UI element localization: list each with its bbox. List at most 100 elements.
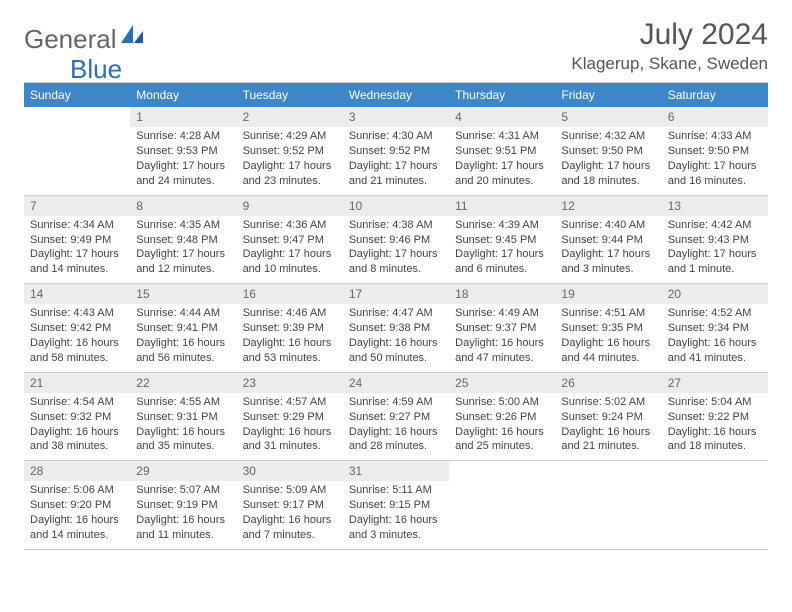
day-number: 13 <box>662 196 768 216</box>
sunrise-line: Sunrise: 4:35 AM <box>136 218 230 233</box>
day-body: Sunrise: 5:00 AMSunset: 9:26 PMDaylight:… <box>449 393 555 460</box>
day-number: 9 <box>237 196 343 216</box>
daylight-line: Daylight: 16 hours and 21 minutes. <box>561 425 655 455</box>
calendar-cell: 21Sunrise: 4:54 AMSunset: 9:32 PMDayligh… <box>24 373 130 462</box>
calendar-cell: 25Sunrise: 5:00 AMSunset: 9:26 PMDayligh… <box>449 373 555 462</box>
calendar-cell-empty <box>24 107 130 196</box>
sunset-line: Sunset: 9:52 PM <box>243 144 337 159</box>
daylight-line: Daylight: 16 hours and 7 minutes. <box>243 513 337 543</box>
sunset-line: Sunset: 9:19 PM <box>136 498 230 513</box>
calendar-cell: 6Sunrise: 4:33 AMSunset: 9:50 PMDaylight… <box>662 107 768 196</box>
sunset-line: Sunset: 9:29 PM <box>243 410 337 425</box>
sunrise-line: Sunrise: 4:38 AM <box>349 218 443 233</box>
sunrise-line: Sunrise: 5:07 AM <box>136 483 230 498</box>
sunrise-line: Sunrise: 4:59 AM <box>349 395 443 410</box>
day-number: 27 <box>662 373 768 393</box>
calendar-cell: 18Sunrise: 4:49 AMSunset: 9:37 PMDayligh… <box>449 284 555 373</box>
calendar-cell-empty <box>449 461 555 550</box>
daylight-line: Daylight: 17 hours and 10 minutes. <box>243 247 337 277</box>
calendar-cell: 26Sunrise: 5:02 AMSunset: 9:24 PMDayligh… <box>555 373 661 462</box>
sunset-line: Sunset: 9:50 PM <box>561 144 655 159</box>
sunset-line: Sunset: 9:32 PM <box>30 410 124 425</box>
day-body: Sunrise: 4:44 AMSunset: 9:41 PMDaylight:… <box>130 304 236 371</box>
day-number: 24 <box>343 373 449 393</box>
sunset-line: Sunset: 9:52 PM <box>349 144 443 159</box>
sunset-line: Sunset: 9:15 PM <box>349 498 443 513</box>
day-body: Sunrise: 4:36 AMSunset: 9:47 PMDaylight:… <box>237 216 343 283</box>
daylight-line: Daylight: 16 hours and 14 minutes. <box>30 513 124 543</box>
month-title: July 2024 <box>571 18 768 52</box>
day-body: Sunrise: 4:59 AMSunset: 9:27 PMDaylight:… <box>343 393 449 460</box>
day-body: Sunrise: 5:07 AMSunset: 9:19 PMDaylight:… <box>130 481 236 548</box>
day-body: Sunrise: 4:32 AMSunset: 9:50 PMDaylight:… <box>555 127 661 194</box>
sunrise-line: Sunrise: 5:09 AM <box>243 483 337 498</box>
day-body: Sunrise: 4:40 AMSunset: 9:44 PMDaylight:… <box>555 216 661 283</box>
calendar-cell: 3Sunrise: 4:30 AMSunset: 9:52 PMDaylight… <box>343 107 449 196</box>
day-body: Sunrise: 4:30 AMSunset: 9:52 PMDaylight:… <box>343 127 449 194</box>
calendar-cell: 29Sunrise: 5:07 AMSunset: 9:19 PMDayligh… <box>130 461 236 550</box>
calendar-cell: 2Sunrise: 4:29 AMSunset: 9:52 PMDaylight… <box>237 107 343 196</box>
day-number: 12 <box>555 196 661 216</box>
sunrise-line: Sunrise: 5:00 AM <box>455 395 549 410</box>
day-body: Sunrise: 4:55 AMSunset: 9:31 PMDaylight:… <box>130 393 236 460</box>
daylight-line: Daylight: 17 hours and 8 minutes. <box>349 247 443 277</box>
header-row: General July 2024 Klagerup, Skane, Swede… <box>24 18 768 74</box>
day-number: 22 <box>130 373 236 393</box>
day-header: Wednesday <box>343 83 449 107</box>
day-body: Sunrise: 5:02 AMSunset: 9:24 PMDaylight:… <box>555 393 661 460</box>
daylight-line: Daylight: 16 hours and 53 minutes. <box>243 336 337 366</box>
day-header: Monday <box>130 83 236 107</box>
brand-sail-icon <box>119 23 145 50</box>
calendar-cell: 7 Sunrise: 4:34 AMSunset: 9:49 PMDaylight… <box>24 196 130 285</box>
day-body: Sunrise: 4:54 AMSunset: 9:32 PMDaylight:… <box>24 393 130 460</box>
daylight-line: Daylight: 17 hours and 1 minute. <box>668 247 762 277</box>
day-header: Tuesday <box>237 83 343 107</box>
daylight-line: Daylight: 17 hours and 14 minutes. <box>30 247 124 277</box>
day-body: Sunrise: 4:42 AMSunset: 9:43 PMDaylight:… <box>662 216 768 283</box>
calendar-cell: 9Sunrise: 4:36 AMSunset: 9:47 PMDaylight… <box>237 196 343 285</box>
sunset-line: Sunset: 9:27 PM <box>349 410 443 425</box>
calendar-cell: 5Sunrise: 4:32 AMSunset: 9:50 PMDaylight… <box>555 107 661 196</box>
day-number: 11 <box>449 196 555 216</box>
day-body: Sunrise: 4:46 AMSunset: 9:39 PMDaylight:… <box>237 304 343 371</box>
sunset-line: Sunset: 9:34 PM <box>668 321 762 336</box>
sunrise-line: Sunrise: 4:32 AM <box>561 129 655 144</box>
sunset-line: Sunset: 9:39 PM <box>243 321 337 336</box>
sunset-line: Sunset: 9:53 PM <box>136 144 230 159</box>
daylight-line: Daylight: 16 hours and 44 minutes. <box>561 336 655 366</box>
sunset-line: Sunset: 9:50 PM <box>668 144 762 159</box>
day-number: 21 <box>24 373 130 393</box>
location-text: Klagerup, Skane, Sweden <box>571 54 768 74</box>
day-body: Sunrise: 4:51 AMSunset: 9:35 PMDaylight:… <box>555 304 661 371</box>
daylight-line: Daylight: 16 hours and 25 minutes. <box>455 425 549 455</box>
daylight-line: Daylight: 16 hours and 41 minutes. <box>668 336 762 366</box>
calendar-cell: 1Sunrise: 4:28 AMSunset: 9:53 PMDaylight… <box>130 107 236 196</box>
calendar-cell: 15Sunrise: 4:44 AMSunset: 9:41 PMDayligh… <box>130 284 236 373</box>
sunset-line: Sunset: 9:51 PM <box>455 144 549 159</box>
sunrise-line: Sunrise: 4:39 AM <box>455 218 549 233</box>
sunset-line: Sunset: 9:48 PM <box>136 233 230 248</box>
day-number: 7 <box>24 196 130 216</box>
day-number: 20 <box>662 284 768 304</box>
calendar-cell-empty <box>555 461 661 550</box>
sunset-line: Sunset: 9:35 PM <box>561 321 655 336</box>
day-number: 6 <box>662 107 768 127</box>
sunrise-line: Sunrise: 4:34 AM <box>30 218 124 233</box>
sunset-line: Sunset: 9:22 PM <box>668 410 762 425</box>
sunset-line: Sunset: 9:24 PM <box>561 410 655 425</box>
sunset-line: Sunset: 9:49 PM <box>30 233 124 248</box>
sunset-line: Sunset: 9:44 PM <box>561 233 655 248</box>
day-number: 4 <box>449 107 555 127</box>
sunset-line: Sunset: 9:42 PM <box>30 321 124 336</box>
day-number: 15 <box>130 284 236 304</box>
sunrise-line: Sunrise: 4:43 AM <box>30 306 124 321</box>
calendar-cell: 10Sunrise: 4:38 AMSunset: 9:46 PMDayligh… <box>343 196 449 285</box>
calendar-cell: 4Sunrise: 4:31 AMSunset: 9:51 PMDaylight… <box>449 107 555 196</box>
daylight-line: Daylight: 17 hours and 3 minutes. <box>561 247 655 277</box>
day-header: Sunday <box>24 83 130 107</box>
day-number: 18 <box>449 284 555 304</box>
daylight-line: Daylight: 16 hours and 47 minutes. <box>455 336 549 366</box>
day-body: Sunrise: 4:57 AMSunset: 9:29 PMDaylight:… <box>237 393 343 460</box>
sunset-line: Sunset: 9:43 PM <box>668 233 762 248</box>
calendar-cell: 20Sunrise: 4:52 AMSunset: 9:34 PMDayligh… <box>662 284 768 373</box>
